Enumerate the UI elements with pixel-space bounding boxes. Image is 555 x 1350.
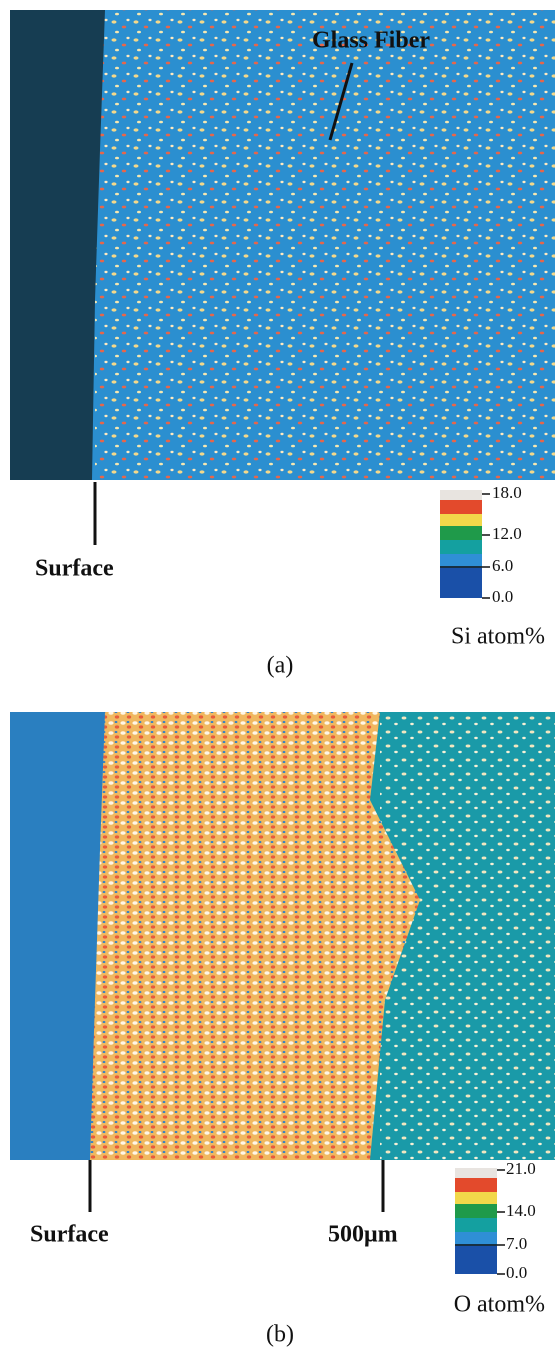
panel-a: Glass Fiber Surface 18.0 12.0 6.0 0.0 Si…	[10, 10, 555, 679]
colorbar-unit: Si atom%	[451, 624, 545, 650]
caption: (b)	[266, 1322, 294, 1348]
caption: (a)	[267, 653, 294, 679]
colorbar-tick: 12.0	[492, 524, 522, 543]
panel-b: Surface 500μm 21.0 14.0 7.0 0.0 O atom% …	[10, 712, 555, 1348]
colorbar-tick: 7.0	[506, 1234, 527, 1253]
colorbar-tick: 14.0	[506, 1201, 536, 1220]
colorbar-tick: 6.0	[492, 556, 513, 575]
colorbar-tick: 21.0	[506, 1159, 536, 1178]
colorbar-ticks	[497, 1169, 505, 1275]
surface-region	[10, 10, 105, 480]
colorbar-ticks	[482, 493, 490, 599]
colorbar-tick: 18.0	[492, 483, 522, 502]
surface-label: Surface	[35, 556, 114, 582]
outer-dots	[380, 712, 555, 1160]
colorbar	[440, 490, 482, 598]
fiber-dots	[95, 10, 555, 480]
annotation-line	[328, 62, 354, 141]
colorbar-tick: 0.0	[506, 1263, 527, 1282]
surface-label: Surface	[30, 1222, 109, 1248]
scale-label: 500μm	[328, 1222, 398, 1248]
colorbar-tick: 0.0	[492, 587, 513, 606]
annotation: Glass Fiber	[312, 28, 430, 54]
colorbar-unit: O atom%	[454, 1292, 545, 1318]
colorbar	[455, 1168, 497, 1274]
oxidized-region	[90, 712, 420, 1160]
